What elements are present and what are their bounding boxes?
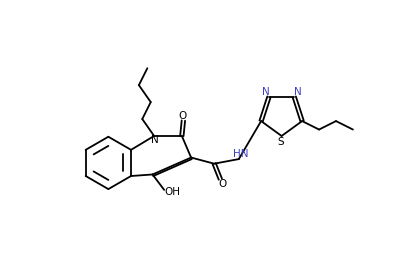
Text: OH: OH — [164, 187, 181, 197]
Text: N: N — [262, 87, 270, 97]
Text: N: N — [151, 135, 159, 145]
Text: N: N — [294, 87, 302, 97]
Text: O: O — [178, 111, 187, 121]
Text: O: O — [218, 180, 227, 189]
Text: S: S — [278, 137, 284, 147]
Text: HN: HN — [234, 149, 249, 159]
